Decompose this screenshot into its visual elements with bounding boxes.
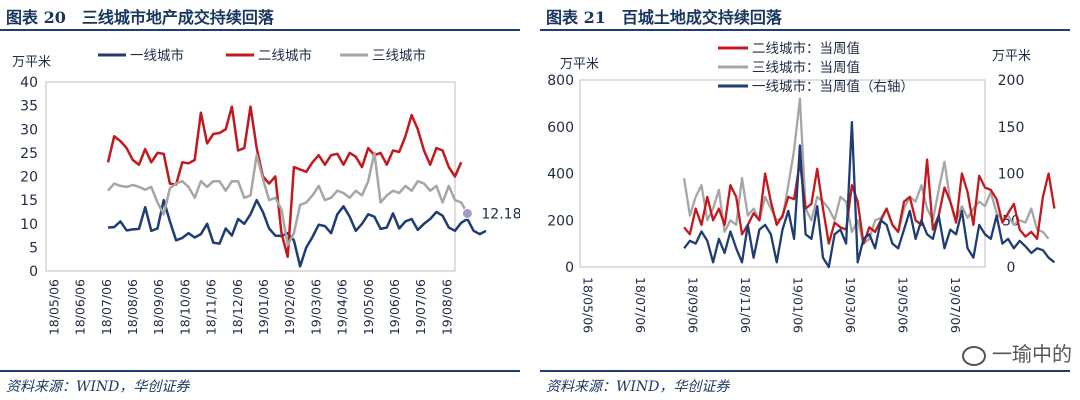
end-point-label: 12.18	[481, 206, 520, 222]
legend-label: 二线城市	[258, 47, 312, 64]
x-tick-label: 19/07/06	[413, 279, 428, 335]
plot-frame	[579, 79, 986, 268]
legend-label: 三线城市：当周值	[752, 59, 860, 76]
x-tick-label: 18/05/06	[581, 277, 596, 333]
chart-title: 图表 21 百城土地成交持续回落	[546, 8, 782, 27]
x-tick-label: 18/10/06	[177, 279, 192, 335]
y-tick-label-left: 400	[547, 167, 574, 183]
legend-label: 二线城市：当周值	[752, 40, 860, 57]
x-tick-label: 18/09/06	[686, 277, 701, 333]
x-tick-label: 18/06/06	[73, 279, 88, 335]
source-rule	[540, 370, 1070, 372]
x-tick-label: 19/01/06	[256, 279, 271, 335]
x-tick-label: 19/03/06	[308, 279, 323, 335]
x-tick-label: 18/05/06	[46, 279, 61, 335]
y-tick-label-left: 200	[547, 213, 574, 229]
x-tick-label: 19/03/06	[843, 277, 858, 333]
watermark-text: 一瑜中的	[992, 342, 1072, 366]
y-tick-label: 10	[20, 217, 38, 233]
legend-label: 三线城市	[372, 47, 426, 64]
y-tick-label: 35	[20, 99, 38, 115]
y-tick-label-right: 200	[998, 73, 1025, 89]
x-tick-label: 19/08/06	[439, 279, 454, 335]
x-tick-label: 19/04/06	[335, 279, 350, 335]
y-tick-label-left: 0	[565, 260, 574, 276]
watermark: 一瑜中的	[962, 338, 1072, 367]
left-panel: 图表 20 三线城市地产成交持续回落 0 5 10 15 20 25 30 35 40 万平米 18…	[0, 0, 520, 400]
y-tick-label: 40	[20, 75, 38, 91]
series-line	[682, 97, 1050, 245]
y-tick-label-right: 0	[1007, 260, 1016, 276]
y-tick-label: 20	[20, 170, 38, 186]
x-tick-label: 19/02/06	[282, 279, 297, 335]
x-tick-label: 18/07/06	[633, 277, 648, 333]
x-tick-label: 18/09/06	[151, 279, 166, 335]
y-unit-label-right: 万平米	[992, 49, 1031, 64]
right-panel: 图表 21 百城土地成交持续回落 0 200 400 600 800 0 50 100 150 2…	[540, 0, 1080, 400]
series-line	[106, 105, 463, 259]
source-note: 资料来源：WIND，华创证券	[6, 379, 190, 395]
series-line	[107, 151, 469, 247]
x-tick-label: 18/12/06	[230, 279, 245, 335]
y-tick-label-right: 100	[998, 167, 1025, 183]
y-unit-label: 万平米	[12, 55, 51, 70]
x-tick-label: 19/07/06	[948, 277, 963, 333]
y-tick-label: 30	[20, 122, 38, 138]
x-tick-label: 19/06/06	[387, 279, 402, 335]
x-tick-label: 19/05/06	[896, 277, 911, 333]
x-tick-label: 18/07/06	[99, 279, 114, 335]
x-tick-label: 18/08/06	[125, 279, 140, 335]
y-tick-label: 15	[20, 193, 38, 209]
source-rule	[0, 370, 520, 372]
chart-title: 图表 20 三线城市地产成交持续回落	[6, 8, 274, 27]
x-tick-label: 19/05/06	[361, 279, 376, 335]
y-tick-label: 0	[29, 264, 38, 280]
wechat-icon	[962, 345, 986, 366]
x-tick-label: 18/11/06	[204, 279, 219, 335]
series-line	[107, 198, 487, 268]
series-line	[683, 158, 1056, 245]
y-tick-label-left: 800	[547, 73, 574, 89]
source-note: 资料来源：WIND，华创证券	[546, 379, 730, 395]
y-tick-label-right: 150	[998, 120, 1025, 136]
title-rule	[540, 29, 1070, 31]
legend-label: 一线城市：当周值（右轴）	[752, 78, 914, 95]
end-point-marker	[461, 207, 473, 219]
y-tick-label-left: 600	[547, 120, 574, 136]
title-rule	[0, 29, 520, 31]
y-tick-label: 5	[29, 240, 38, 256]
left-line-chart: 0 5 10 15 20 25 30 35 40 万平米 18/05/06 18/06/06 18/07…	[12, 47, 520, 335]
legend-label: 一线城市	[130, 47, 184, 64]
y-unit-label-left: 万平米	[560, 57, 599, 72]
y-tick-label: 25	[20, 146, 38, 162]
series-line	[683, 120, 1056, 269]
x-tick-label: 19/01/06	[791, 277, 806, 333]
x-tick-label: 18/11/06	[738, 277, 753, 333]
